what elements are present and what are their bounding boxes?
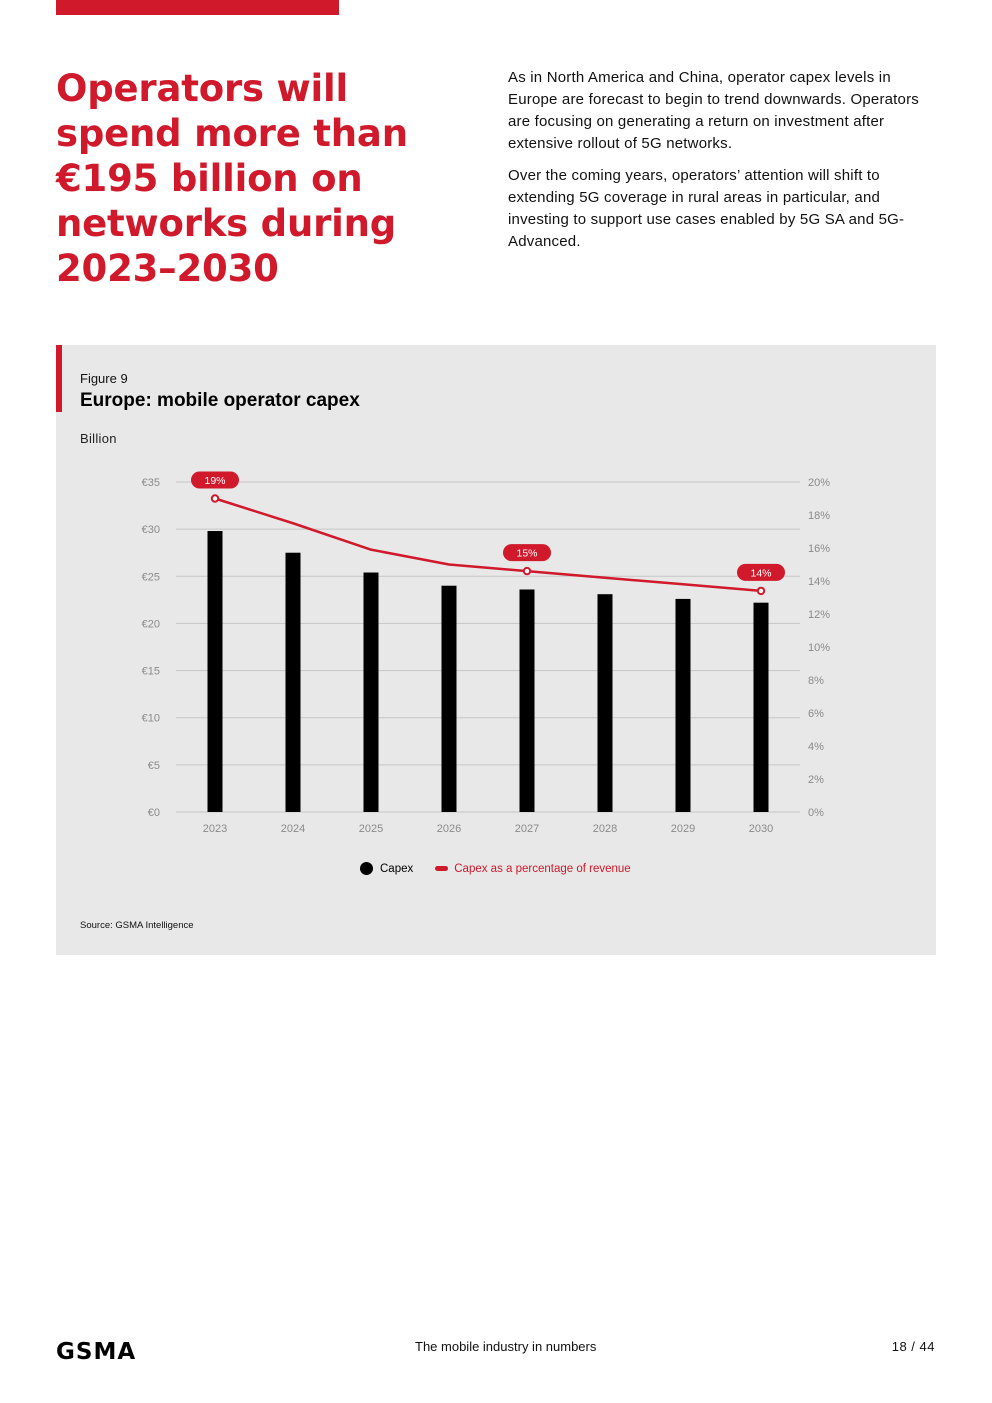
headline: Operators will spend more than €195 bill… — [56, 67, 408, 290]
legend-item-capex: Capex — [360, 862, 413, 875]
y-tick-label-right: 18% — [808, 510, 830, 522]
annotation-pill-2030 — [737, 563, 785, 581]
figure-panel: Figure 9 Europe: mobile operator capex B… — [56, 345, 936, 955]
figure-source: Source: GSMA Intelligence — [80, 920, 194, 931]
annotation-pill-2027 — [503, 544, 551, 562]
y-tick-label-right: 20% — [808, 477, 830, 489]
x-tick-label: 2023 — [203, 823, 227, 835]
figure-accent-bar — [56, 345, 62, 412]
legend-label-capex: Capex — [380, 862, 414, 875]
chart-legend: Capex Capex as a percentage of revenue — [360, 862, 653, 875]
x-tick-label: 2028 — [593, 823, 617, 835]
gsma-logo: GSMA — [56, 1339, 137, 1365]
bar-capex-2027 — [519, 589, 535, 812]
x-tick-label: 2029 — [671, 823, 695, 835]
top-accent-bar — [56, 0, 339, 15]
x-tick-label: 2025 — [359, 823, 383, 835]
y-tick-label-right: 12% — [808, 609, 830, 621]
y-tick-label-right: 0% — [808, 807, 824, 819]
annotation-label-2030: 14% — [750, 567, 771, 579]
figure-title: Europe: mobile operator capex — [80, 390, 360, 411]
y-tick-label-left: €5 — [148, 760, 160, 772]
line-point-2023 — [210, 494, 220, 503]
intro-text: As in North America and China, operator … — [508, 67, 940, 263]
y-tick-label-right: 6% — [808, 708, 824, 720]
y-tick-label-left: €25 — [142, 571, 160, 583]
figure-label: Figure 9 — [80, 371, 128, 386]
y-tick-label-right: 14% — [808, 576, 830, 588]
x-tick-label: 2027 — [515, 823, 539, 835]
y-tick-label-left: €35 — [142, 477, 160, 489]
bar-capex-2030 — [753, 602, 769, 812]
y-tick-label-left: €10 — [142, 713, 160, 725]
bar-capex-2025 — [363, 572, 379, 812]
y-tick-label-right: 4% — [808, 741, 824, 753]
page-number: 18 / 44 — [891, 1339, 935, 1354]
bar-capex-2026 — [441, 585, 457, 812]
y-tick-label-left: €20 — [142, 618, 160, 630]
bar-capex-2023 — [207, 531, 223, 812]
line-point-2030 — [756, 586, 766, 596]
intro-paragraph-1: As in North America and China, operator … — [508, 69, 919, 152]
intro-paragraph-2: Over the coming years, operators’ attent… — [508, 167, 905, 250]
annotation-label-2023: 19% — [204, 475, 225, 487]
legend-item-capex-percentage: Capex as a percentage of revenue — [435, 862, 631, 875]
y-tick-label-right: 8% — [808, 675, 824, 687]
x-tick-label: 2024 — [281, 823, 305, 835]
x-tick-label: 2030 — [749, 823, 773, 835]
legend-swatch-capex-percentage — [435, 866, 449, 871]
bar-capex-2028 — [597, 594, 613, 812]
y-tick-label-right: 10% — [808, 642, 830, 654]
annotation-label-2027: 15% — [516, 548, 537, 560]
y-tick-label-left: €15 — [142, 666, 160, 678]
x-tick-label: 2026 — [437, 823, 461, 835]
line-capex-percentage — [214, 497, 762, 593]
annotation-pill-2023 — [191, 471, 239, 489]
bar-capex-2029 — [675, 598, 691, 812]
y-tick-label-right: 16% — [808, 543, 830, 555]
bar-capex-2024 — [285, 552, 301, 812]
legend-swatch-capex — [360, 862, 373, 875]
y-tick-label-left: €30 — [142, 524, 160, 536]
footer-title: The mobile industry in numbers — [415, 1339, 597, 1354]
y-tick-label-left: €0 — [148, 807, 160, 819]
line-point-2027 — [522, 566, 532, 576]
y-tick-label-right: 2% — [808, 774, 824, 786]
capex-chart: €0 €5 €10 €15 €20 €25 €30 €35 0% 2% 4% 6% 8% 10% 12% 14… — [142, 471, 830, 835]
legend-label-capex-percentage: Capex as a percentage of revenue — [454, 862, 631, 875]
y-axis-unit-label: Billion — [80, 431, 117, 446]
